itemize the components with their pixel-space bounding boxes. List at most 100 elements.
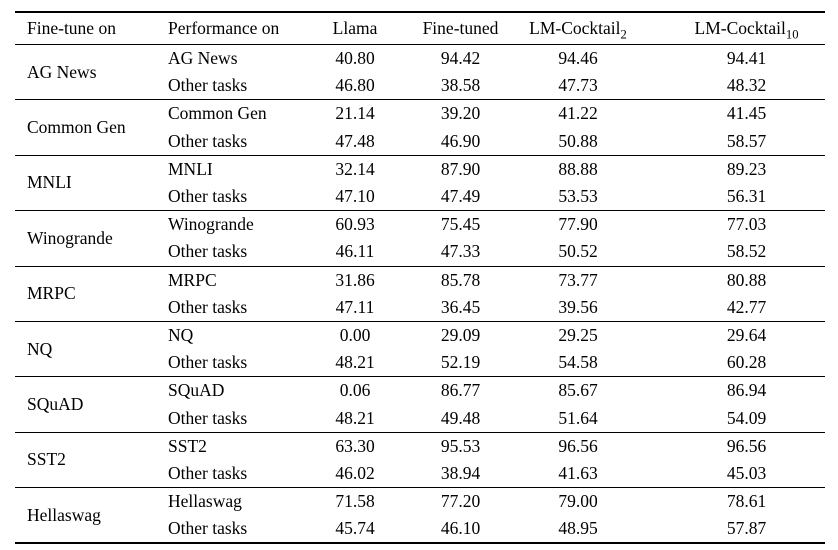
table-row: Other tasks 48.21 49.48 51.64 54.09 [15, 404, 825, 432]
llama-cell: 46.80 [335, 75, 375, 96]
lm-cocktail-10-cell: 77.03 [638, 210, 825, 239]
finetuned-cell: 47.49 [440, 186, 481, 207]
lm-cocktail-10-cell: 78.61 [638, 487, 825, 516]
llama-cell: 0.06 [315, 376, 395, 405]
finetuned-cell: 87.90 [395, 154, 518, 183]
finetuned-cell: 38.58 [440, 75, 481, 96]
performance-on-cell: AG News [160, 44, 315, 73]
performance-on-cell: SQuAD [160, 376, 315, 405]
llama-cell: 71.58 [315, 487, 395, 516]
performance-on-cell: MNLI [160, 154, 315, 183]
performance-on-cell: Other tasks [168, 518, 248, 539]
lm-cocktail-10-cell: 80.88 [638, 265, 825, 294]
finetune-on-cell: MRPC [15, 265, 160, 322]
lm-cocktail-2-cell: 85.67 [518, 376, 638, 405]
lm-cocktail-2-cell: 39.56 [558, 296, 598, 317]
llama-cell: 60.93 [315, 210, 395, 239]
llama-cell: 48.21 [335, 352, 375, 373]
performance-on-cell: MRPC [160, 265, 315, 294]
lm-cocktail-10-cell: 48.32 [726, 75, 767, 96]
table-row: SST2 SST2 63.30 95.53 96.56 96.56 [15, 431, 825, 488]
llama-cell: 21.14 [315, 99, 395, 128]
lm-cocktail-2-cell: 50.88 [558, 130, 598, 151]
llama-cell: 47.10 [335, 186, 375, 207]
lm-cocktail-2-cell: 41.22 [518, 99, 638, 128]
lm-cocktail-2-cell: 73.77 [518, 265, 638, 294]
finetuned-cell: 38.94 [440, 462, 481, 483]
finetuned-cell: 36.45 [440, 296, 481, 317]
finetuned-cell: 49.48 [440, 407, 481, 428]
finetuned-cell: 46.90 [440, 130, 481, 151]
finetuned-cell: 77.20 [395, 487, 518, 516]
finetune-on-cell: Winogrande [15, 210, 160, 266]
table-row: Other tasks 47.11 36.45 39.56 42.77 [15, 294, 825, 322]
lm-cocktail-2-cell: 51.64 [558, 407, 598, 428]
table-row: Other tasks 46.80 38.58 47.73 48.32 [15, 72, 825, 100]
lm-cocktail-10-cell: 58.57 [726, 130, 767, 151]
table-row: Common Gen Common Gen 21.14 39.20 41.22 … [15, 99, 825, 156]
table-row: Other tasks 47.10 47.49 53.53 56.31 [15, 183, 825, 211]
lm-cocktail-10-cell: 41.45 [638, 99, 825, 128]
lm-cocktail-2-cell: 79.00 [518, 487, 638, 516]
lm-cocktail-10-cell: 29.64 [638, 320, 825, 350]
performance-on-cell: Winogrande [160, 210, 315, 239]
llama-cell: 0.00 [315, 320, 395, 350]
lm-cocktail-2-cell: 53.53 [558, 186, 598, 207]
performance-on-cell: Other tasks [168, 130, 248, 151]
finetuned-cell: 94.42 [395, 44, 518, 73]
lm-cocktail-10-cell: 57.87 [726, 518, 767, 539]
finetuned-cell: 86.77 [395, 376, 518, 405]
finetune-on-cell: SQuAD [15, 376, 160, 433]
llama-cell: 47.11 [335, 296, 375, 317]
llama-cell: 40.80 [315, 44, 395, 73]
lm-cocktail-2-cell: 41.63 [558, 462, 598, 483]
performance-on-cell: Other tasks [168, 241, 248, 262]
lm-cocktail-2-cell: 47.73 [558, 75, 598, 96]
finetuned-cell: 39.20 [395, 99, 518, 128]
performance-on-cell: Other tasks [168, 75, 248, 96]
performance-on-cell: Common Gen [160, 99, 315, 128]
lm-cocktail-10-cell: 42.77 [726, 296, 767, 317]
table-row: Other tasks 46.11 47.33 50.52 58.52 [15, 238, 825, 266]
lm-cocktail-2-cell: 50.52 [558, 241, 598, 262]
lm-cocktail-10-cell: 54.09 [726, 407, 767, 428]
llama-cell: 47.48 [335, 130, 375, 151]
lm-cocktail-10-base: LM-Cocktail [694, 18, 786, 38]
results-table: Fine-tune on Performance on Llama Fine-t… [15, 11, 825, 545]
table-row: MRPC MRPC 31.86 85.78 73.77 80.88 [15, 265, 825, 322]
finetune-on-cell: AG News [15, 43, 160, 100]
lm-cocktail-2-base: LM-Cocktail [529, 18, 621, 38]
col-header-lm-cocktail-2: LM-Cocktail2 [518, 12, 638, 45]
lm-cocktail-2-subscript: 2 [620, 27, 627, 42]
lm-cocktail-10-cell: 86.94 [638, 376, 825, 405]
llama-cell: 63.30 [315, 431, 395, 460]
table-row: AG News AG News 40.80 94.42 94.46 94.41 [15, 43, 825, 100]
lm-cocktail-10-cell: 45.03 [726, 462, 767, 483]
finetune-on-cell: Hellaswag [15, 487, 160, 544]
table-body: AG News AG News 40.80 94.42 94.46 94.41 … [15, 43, 825, 544]
finetuned-cell: 47.33 [440, 241, 481, 262]
finetune-on-cell: Common Gen [15, 99, 160, 156]
llama-cell: 46.11 [335, 241, 375, 262]
performance-on-cell: Other tasks [168, 462, 248, 483]
llama-cell: 46.02 [335, 462, 375, 483]
lm-cocktail-10-cell: 96.56 [638, 431, 825, 460]
col-header-llama: Llama [315, 12, 395, 45]
performance-on-cell: Other tasks [168, 407, 248, 428]
table-row: Other tasks 45.74 46.10 48.95 57.87 [15, 515, 825, 543]
table-row: Winogrande Winogrande 60.93 75.45 77.90 … [15, 210, 825, 266]
table-row: NQ NQ 0.00 29.09 29.25 29.64 [15, 320, 825, 377]
lm-cocktail-2-cell: 96.56 [518, 431, 638, 460]
table-row: MNLI MNLI 32.14 87.90 88.88 89.23 [15, 154, 825, 211]
lm-cocktail-2-cell: 54.58 [558, 352, 598, 373]
finetuned-cell: 75.45 [395, 210, 518, 239]
finetune-on-cell: SST2 [15, 431, 160, 488]
finetuned-cell: 85.78 [395, 265, 518, 294]
llama-cell: 45.74 [335, 518, 375, 539]
llama-cell: 48.21 [335, 407, 375, 428]
table-row: Other tasks 48.21 52.19 54.58 60.28 [15, 349, 825, 377]
llama-cell: 31.86 [315, 265, 395, 294]
lm-cocktail-2-cell: 77.90 [518, 210, 638, 239]
performance-on-cell: SST2 [160, 431, 315, 460]
